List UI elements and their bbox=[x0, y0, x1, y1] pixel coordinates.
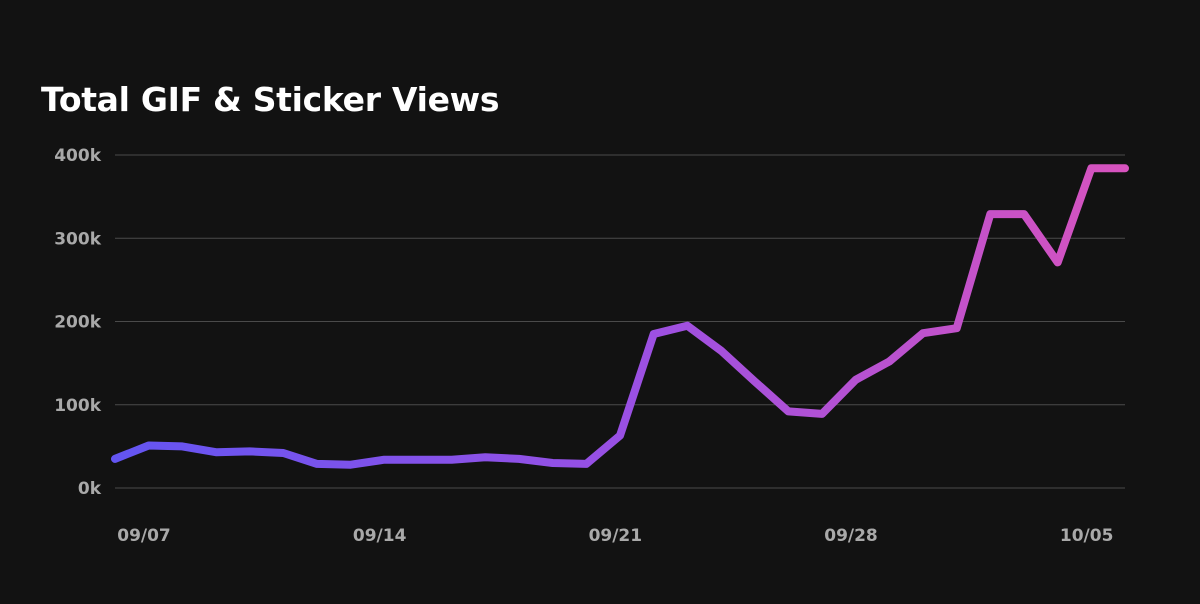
x-tick-label: 09/28 bbox=[824, 526, 878, 546]
data-point-10/02 bbox=[953, 324, 961, 332]
data-point-09/21 bbox=[582, 460, 590, 468]
series-views bbox=[111, 164, 1129, 469]
x-axis: 09/07 09/14 09/21 09/28 10/05 bbox=[117, 526, 1113, 546]
data-point-10/04 bbox=[1020, 210, 1028, 218]
data-point-09/17 bbox=[448, 456, 456, 464]
x-tick-label: 09/21 bbox=[589, 526, 643, 546]
data-point-09/11 bbox=[246, 447, 254, 455]
data-point-09/19 bbox=[515, 455, 523, 463]
data-point-09/13 bbox=[313, 460, 321, 468]
data-point-09/08 bbox=[145, 442, 153, 450]
data-point-09/22 bbox=[616, 432, 624, 440]
data-point-09/20 bbox=[549, 459, 557, 467]
data-point-09/15 bbox=[380, 456, 388, 464]
data-point-09/25 bbox=[717, 347, 725, 355]
data-point-09/09 bbox=[178, 442, 186, 450]
y-tick-label: 300k bbox=[54, 229, 101, 249]
data-point-09/18 bbox=[481, 453, 489, 461]
data-point-09/28 bbox=[818, 410, 826, 418]
y-axis: 0k 100k 200k 300k 400k bbox=[54, 146, 101, 499]
x-tick-label: 10/05 bbox=[1060, 526, 1114, 546]
x-tick-label: 09/07 bbox=[117, 526, 171, 546]
data-point-09/29 bbox=[852, 376, 860, 384]
data-point-09/23 bbox=[650, 330, 658, 338]
data-point-10/06 bbox=[1087, 164, 1095, 172]
data-point-09/16 bbox=[414, 456, 422, 464]
data-point-09/07 bbox=[111, 455, 119, 463]
data-point-09/26 bbox=[751, 377, 759, 385]
data-point-10/03 bbox=[986, 210, 994, 218]
data-point-09/14 bbox=[347, 461, 355, 469]
y-tick-label: 400k bbox=[54, 146, 101, 166]
y-tick-label: 200k bbox=[54, 313, 101, 333]
data-point-10/01 bbox=[919, 329, 927, 337]
data-point-09/24 bbox=[683, 322, 691, 330]
data-point-10/05 bbox=[1054, 258, 1062, 266]
data-point-09/30 bbox=[885, 357, 893, 365]
data-point-10/07 bbox=[1121, 164, 1129, 172]
data-point-09/12 bbox=[279, 449, 287, 457]
data-point-09/10 bbox=[212, 448, 220, 456]
chart-title: Total GIF & Sticker Views bbox=[41, 80, 500, 119]
y-tick-label: 100k bbox=[54, 396, 101, 416]
y-tick-label: 0k bbox=[78, 479, 102, 499]
x-tick-label: 09/14 bbox=[353, 526, 407, 546]
data-point-09/27 bbox=[784, 407, 792, 415]
series-line-views bbox=[111, 164, 1129, 469]
